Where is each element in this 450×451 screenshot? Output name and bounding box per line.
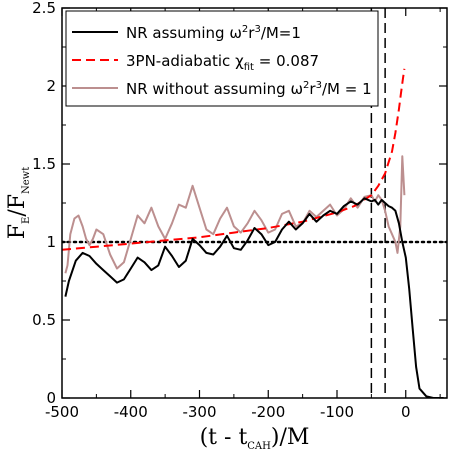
y-axis-label: FE/FNewt [5,167,32,240]
x-axis-label: (t - tCAH)/M [200,425,310,451]
x-tick-label: -500 [45,403,79,421]
x-tick-label: -100 [320,403,354,421]
y-tick-label: 1 [46,233,56,251]
y-tick-label: 2 [46,77,56,95]
y-tick-label: 0.5 [32,311,56,329]
x-tick-label: 0 [401,403,411,421]
legend-label-pn-adiabatic: 3PN-adiabatic χfit = 0.087 [126,52,319,73]
y-tick-label: 0 [46,389,56,407]
legend-box [65,10,379,107]
legend-label-nr-assuming: NR assuming ω2r3/M=1 [126,24,301,42]
series-line-nr-assuming [64,197,444,398]
legend-label-nr-without: NR without assuming ω2r3/M = 1 [126,80,372,98]
y-tick-label: 2.5 [32,0,56,17]
x-tick-label: -400 [114,403,148,421]
legend: NR assuming ω2r3/M=1 3PN-adiabatic χfit … [65,10,379,107]
series-line-nr-without [64,155,406,274]
series-line-pn-adiabatic [62,68,406,251]
y-tick-label: 1.5 [32,155,56,173]
x-tick-label: -300 [182,403,216,421]
series-layer [62,68,444,398]
ticks-layer: -500 -400 -300 -200 -100 0 0 0.5 1 1.5 2 2.5 [32,0,447,421]
x-tick-label: -200 [251,403,285,421]
